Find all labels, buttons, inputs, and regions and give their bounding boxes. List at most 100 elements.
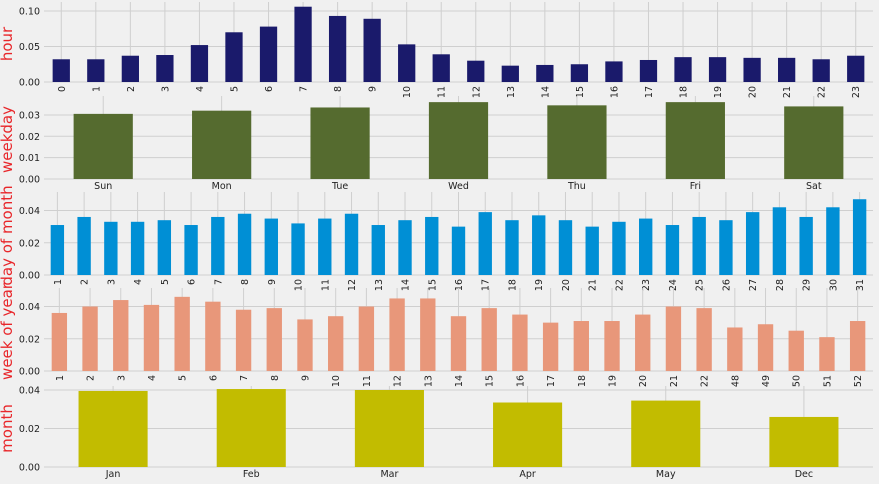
bar [50, 225, 65, 275]
bar [87, 59, 105, 82]
subplot-0: 0.000.050.100 1 2 3 4 5 6 7 8 9 10 11 12 13 14 15 16 17 18… [0, 2, 873, 98]
x-tick-label: 7 [239, 375, 250, 381]
y-tick-label: 0.02 [19, 132, 40, 143]
bar [772, 207, 787, 275]
y-tick-label: 0.10 [19, 6, 40, 17]
x-tick-label: 12 [347, 279, 358, 291]
x-tick-label: 49 [761, 375, 772, 387]
y-tick-label: 0.04 [19, 302, 40, 313]
bar [174, 296, 190, 371]
y-tick-label: 0.01 [19, 153, 40, 164]
x-tick-label: 18 [507, 279, 518, 291]
bar [78, 390, 148, 467]
bar [143, 304, 160, 371]
x-tick-label: 15 [427, 279, 438, 291]
y-tick-label: 0.04 [19, 386, 40, 397]
x-tick-label: Sat [806, 181, 822, 192]
bar [190, 45, 209, 82]
y-tick-label: 0.00 [19, 367, 40, 378]
x-tick-label: Sun [94, 181, 112, 192]
bar [184, 225, 198, 275]
x-tick-label: 6 [187, 279, 198, 285]
x-tick-label: 9 [300, 375, 311, 381]
bar [512, 314, 528, 371]
bar [467, 60, 485, 82]
x-tick-label: 7 [299, 86, 310, 92]
bar [481, 308, 497, 371]
x-tick-label: 4 [195, 86, 206, 92]
x-tick-label: 16 [609, 86, 620, 98]
x-tick-label: Mar [380, 469, 398, 480]
bar [665, 225, 680, 275]
bar [432, 54, 450, 82]
y-axis-label: day of month [0, 185, 16, 285]
bar [104, 221, 118, 275]
x-tick-label: 2 [126, 86, 137, 92]
bar [505, 220, 519, 275]
x-tick-label: 22 [700, 375, 711, 387]
x-tick-label: 23 [851, 86, 862, 98]
x-tick-label: 19 [534, 279, 545, 291]
x-tick-label: 14 [401, 279, 412, 291]
bar [216, 389, 286, 467]
bar [113, 300, 129, 371]
bar [788, 330, 804, 371]
y-axis-label: month [0, 404, 16, 453]
bar [291, 223, 305, 275]
bar [225, 32, 243, 82]
x-tick-label: 3 [106, 279, 117, 285]
bar [425, 216, 439, 275]
x-tick-label: 8 [240, 279, 251, 285]
x-tick-label: 12 [471, 86, 482, 98]
bar [727, 327, 743, 371]
bar [363, 18, 381, 82]
bar [493, 402, 563, 467]
bar [205, 301, 221, 371]
x-tick-label: 10 [294, 279, 305, 291]
x-tick-label: 11 [437, 86, 448, 98]
y-tick-label: 0.00 [19, 78, 40, 89]
bar [612, 221, 626, 275]
x-tick-label: 52 [853, 375, 864, 387]
x-tick-label: 25 [695, 279, 706, 291]
x-tick-label: 20 [638, 375, 649, 387]
x-tick-label: 3 [160, 86, 171, 92]
x-tick-label: Tue [331, 181, 348, 192]
x-tick-label: 27 [748, 279, 759, 291]
x-tick-label: 15 [575, 86, 586, 98]
bar [451, 226, 466, 275]
bar [784, 106, 844, 179]
y-tick-label: 0.00 [19, 271, 40, 282]
bar [631, 400, 701, 467]
x-tick-label: Wed [448, 181, 469, 192]
bar [826, 207, 840, 275]
bar [211, 216, 225, 275]
bar [635, 314, 651, 371]
x-tick-label: Mon [212, 181, 232, 192]
x-tick-label: 18 [577, 375, 588, 387]
bar [450, 316, 467, 371]
x-tick-label: 28 [775, 279, 786, 291]
bar [696, 308, 712, 371]
x-tick-label: 11 [362, 375, 373, 387]
x-tick-label: 18 [679, 86, 690, 98]
x-tick-label: 22 [614, 279, 625, 291]
bar [371, 225, 385, 275]
bar [156, 55, 174, 82]
y-tick-label: 0.05 [19, 42, 40, 53]
x-tick-label: Apr [519, 469, 536, 480]
x-tick-label: May [656, 469, 676, 480]
y-axis-label: weekday [0, 106, 16, 173]
bar [536, 64, 554, 82]
x-tick-label: 5 [178, 375, 189, 381]
x-tick-label: 19 [608, 375, 619, 387]
bar [398, 220, 412, 275]
x-tick-label: 2 [86, 375, 97, 381]
bar [558, 220, 573, 275]
bar [819, 337, 835, 371]
x-tick-label: 5 [229, 86, 240, 92]
bar [297, 319, 313, 371]
x-tick-label: 12 [393, 375, 404, 387]
x-tick-label: 9 [368, 86, 379, 92]
